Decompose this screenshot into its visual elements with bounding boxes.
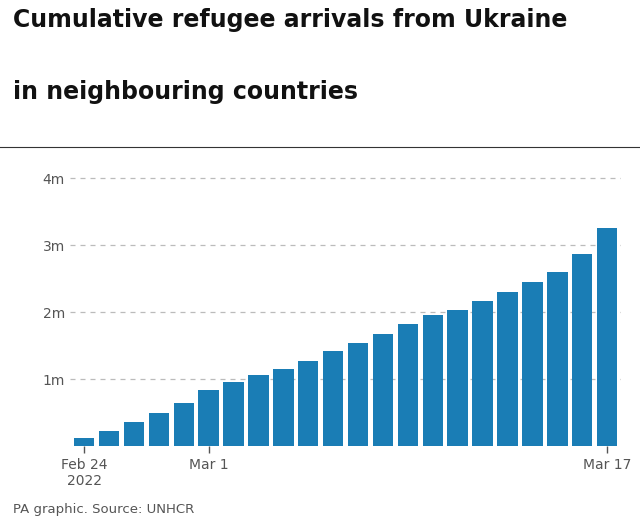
Text: Cumulative refugee arrivals from Ukraine: Cumulative refugee arrivals from Ukraine xyxy=(13,8,567,32)
Bar xyxy=(372,334,393,446)
Bar xyxy=(273,368,294,446)
Bar xyxy=(447,310,468,446)
Bar xyxy=(148,413,169,446)
Bar xyxy=(99,431,119,446)
Text: in neighbouring countries: in neighbouring countries xyxy=(13,80,358,104)
Bar xyxy=(74,439,94,446)
Text: PA graphic. Source: UNHCR: PA graphic. Source: UNHCR xyxy=(13,503,194,516)
Bar xyxy=(472,301,493,446)
Bar xyxy=(124,421,144,446)
Bar xyxy=(223,382,244,446)
Bar xyxy=(522,281,543,446)
Bar xyxy=(198,390,219,446)
Bar xyxy=(572,254,593,446)
Bar xyxy=(497,292,518,446)
Bar xyxy=(173,403,194,446)
Bar xyxy=(298,361,319,446)
Bar xyxy=(397,324,418,446)
Bar xyxy=(547,272,568,446)
Bar xyxy=(422,315,443,446)
Bar xyxy=(597,228,618,446)
Bar xyxy=(323,351,343,446)
Bar xyxy=(248,375,269,446)
Bar xyxy=(348,343,368,446)
